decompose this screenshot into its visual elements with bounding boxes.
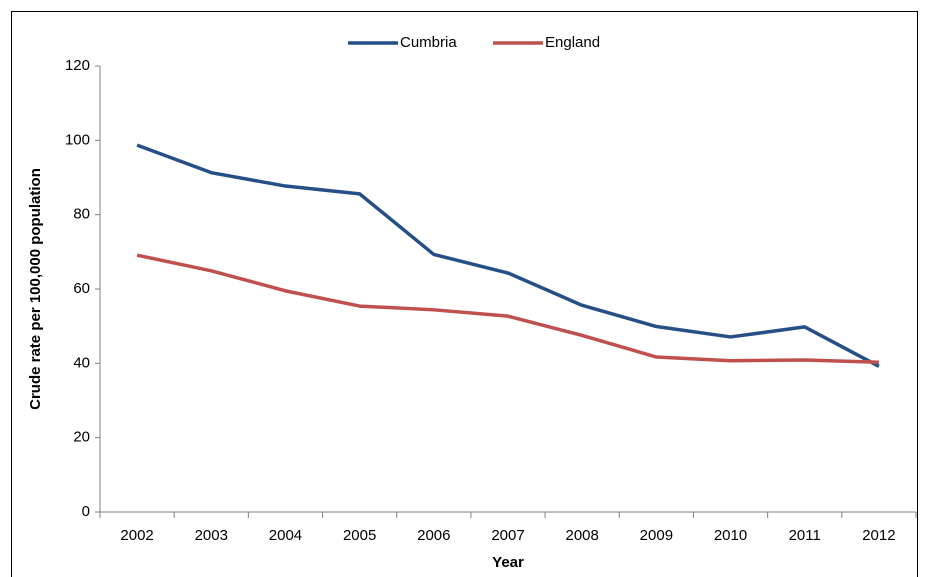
x-tick-label: 2010 [714, 527, 747, 544]
y-tick-label: 60 [73, 280, 90, 297]
x-tick-label: 2002 [120, 527, 153, 544]
x-tick-label: 2009 [640, 527, 673, 544]
x-tick-label: 2012 [862, 527, 895, 544]
line-series [136, 253, 879, 364]
x-tick-label: 2007 [491, 527, 524, 544]
x-tick-label: 2004 [269, 527, 302, 544]
y-tick-label: 100 [65, 131, 90, 148]
legend-label: England [545, 34, 600, 51]
y-tick-label: 80 [73, 206, 90, 223]
legend-label: Cumbria [400, 34, 457, 51]
y-tick-label: 20 [73, 429, 90, 446]
x-axis-title: Year [492, 554, 524, 571]
y-tick-label: 40 [73, 354, 90, 371]
x-tick-label: 2008 [565, 527, 598, 544]
y-tick-label: 120 [65, 57, 90, 74]
x-tick-label: 2003 [195, 527, 228, 544]
y-tick-label: 0 [82, 503, 90, 520]
x-tick-label: 2006 [417, 527, 450, 544]
x-tick-label: 2005 [343, 527, 376, 544]
x-tick-label: 2011 [789, 527, 821, 544]
y-axis-title: Crude rate per 100,000 population [27, 168, 44, 410]
line-series [136, 143, 880, 368]
chart-frame [11, 11, 918, 577]
